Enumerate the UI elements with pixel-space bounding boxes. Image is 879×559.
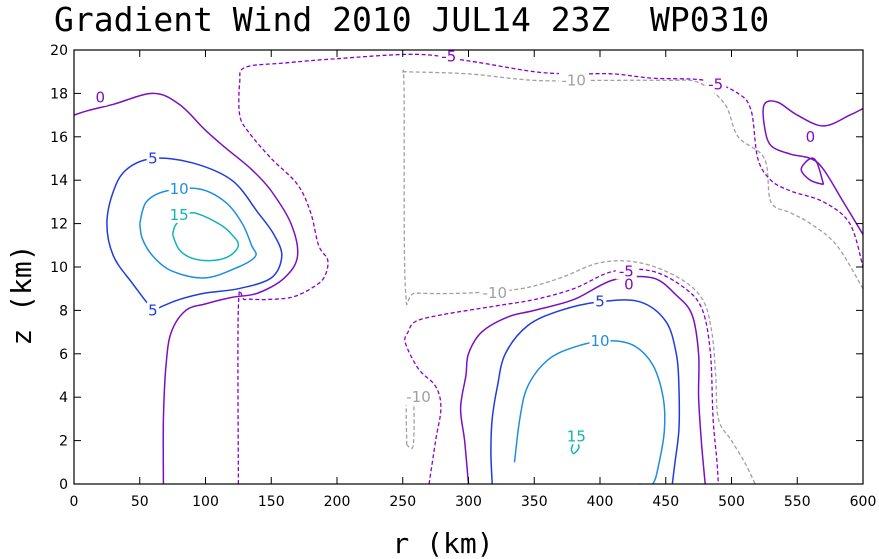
- contour-label: 0: [96, 89, 106, 107]
- y-tick-label: 2: [59, 434, 68, 450]
- chart-title: Gradient Wind 2010 JUL14 23Z WP0310: [54, 0, 769, 39]
- contour-line-level-neg10-0: [402, 69, 756, 484]
- contour-label-bg: [705, 76, 727, 93]
- contour-layer: [74, 53, 863, 484]
- contour-label-bg: [622, 276, 636, 293]
- contour-label-bg: [804, 128, 817, 145]
- x-tick-label: 200: [324, 494, 351, 510]
- contour-label-bg: [593, 293, 607, 310]
- contour-label-bg: [480, 285, 510, 302]
- contour-line-level-5-9: [106, 157, 283, 312]
- contour-label-bg: [565, 428, 587, 445]
- contour-label-bg: [558, 72, 589, 89]
- y-tick-label: 8: [59, 303, 68, 319]
- contour-label: -5: [619, 262, 634, 280]
- contour-label: 5: [148, 301, 158, 319]
- x-tick-label: 350: [521, 494, 548, 510]
- plot-frame: [73, 49, 864, 485]
- x-tick-label: 100: [192, 494, 219, 510]
- contour-line-level-10-12: [513, 339, 666, 484]
- contour-label: 15: [567, 427, 586, 445]
- y-tick-label: 20: [50, 43, 68, 59]
- contour-label-bg: [94, 89, 107, 106]
- contour-label: 0: [624, 275, 634, 293]
- x-tick-label: 500: [718, 494, 745, 510]
- contour-label: 5: [148, 150, 158, 168]
- y-axis-title: z (km): [5, 244, 38, 345]
- y-tick-label: 0: [59, 477, 68, 493]
- contour-label-bg: [168, 206, 190, 223]
- contour-label-bg: [589, 332, 611, 349]
- x-axis-title: r (km): [392, 527, 493, 559]
- contour-line-level-neg5-4: [404, 268, 720, 484]
- y-tick-label: 18: [50, 86, 68, 102]
- y-tick-label: 12: [50, 217, 68, 233]
- contour-label: -5: [708, 76, 723, 94]
- contour-line-level-neg5-3: [237, 53, 863, 484]
- contour-label-bg: [403, 389, 434, 406]
- y-tick-label: 14: [50, 173, 68, 189]
- y-tick-label: 4: [59, 390, 68, 406]
- contour-label: 10: [170, 180, 189, 198]
- contour-label: -10: [406, 388, 431, 406]
- contour-label: 0: [806, 128, 816, 146]
- contour-line-level-0-5: [74, 92, 299, 484]
- contour-label: -10: [483, 284, 508, 302]
- x-tick-label: 50: [131, 494, 149, 510]
- contour-line-level-0-7: [762, 100, 863, 235]
- contour-line-level-5-10: [490, 299, 681, 484]
- contour-label-bg: [168, 180, 190, 197]
- contour-label-bg: [438, 48, 460, 65]
- x-tick-label: 150: [258, 494, 285, 510]
- y-axis: 0 2 4 6 8 10 12 14 16 18 20: [50, 43, 863, 493]
- x-axis: 0 50 100 150 200 250 300 350 400 450 500 550 600: [70, 50, 877, 510]
- contour-label: 10: [590, 332, 609, 350]
- x-tick-label: 550: [784, 494, 811, 510]
- contour-label-bg: [146, 150, 160, 167]
- x-tick-label: 300: [455, 494, 482, 510]
- contour-label: 5: [595, 293, 605, 311]
- contour-line-level-0-6: [459, 275, 706, 484]
- contour-label-bg: [146, 302, 160, 319]
- contour-line-level-0-8: [800, 157, 825, 186]
- x-tick-label: 450: [652, 494, 679, 510]
- contour-label: -10: [561, 71, 586, 89]
- x-tick-label: 400: [587, 494, 614, 510]
- x-tick-label: 0: [70, 494, 79, 510]
- x-tick-label: 600: [850, 494, 877, 510]
- contour-line-level-neg10-2: [402, 71, 863, 290]
- y-tick-label: 6: [59, 347, 68, 363]
- x-tick-label: 250: [389, 494, 416, 510]
- contour-label-bg: [615, 263, 637, 280]
- contour-label: 15: [170, 206, 189, 224]
- y-tick-label: 10: [50, 260, 68, 276]
- contour-label: -5: [441, 48, 456, 66]
- contour-line-level-10-11: [139, 187, 257, 279]
- y-tick-label: 16: [50, 130, 68, 146]
